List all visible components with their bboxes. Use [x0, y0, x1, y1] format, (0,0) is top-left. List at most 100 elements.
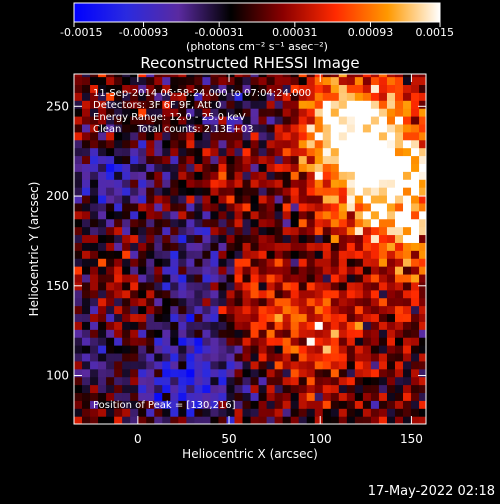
heatmap-cell: [322, 321, 332, 330]
heatmap-cell: [162, 234, 171, 243]
heatmap-cell: [82, 74, 91, 78]
heatmap-cell: [226, 242, 236, 251]
heatmap-cell: [354, 297, 364, 307]
heatmap-cell: [282, 74, 292, 78]
heatmap-cell: [98, 234, 107, 243]
heatmap-cell: [306, 329, 316, 338]
heatmap-cell: [346, 92, 356, 101]
heatmap-cell: [194, 305, 203, 315]
heatmap-cell: [242, 384, 252, 394]
heatmap-cell: [362, 202, 372, 212]
heatmap-cell: [362, 234, 372, 243]
heatmap-cell: [346, 313, 356, 322]
heatmap-cell: [282, 392, 292, 401]
heatmap-cell: [234, 194, 244, 204]
heatmap-cell: [106, 289, 115, 299]
heatmap-cell: [386, 74, 396, 78]
heatmap-cell: [202, 352, 212, 362]
heatmap-cell: [162, 368, 171, 378]
heatmap-cell: [274, 352, 284, 362]
heatmap-cell: [266, 194, 276, 204]
heatmap-cell: [146, 266, 155, 275]
heatmap-cell: [386, 194, 396, 204]
heatmap-cell: [74, 202, 83, 212]
heatmap-cell: [114, 281, 123, 291]
heatmap-cell: [330, 305, 340, 315]
heatmap-cell: [114, 258, 123, 267]
heatmap-cell: [298, 74, 308, 78]
heatmap-cell: [354, 139, 364, 149]
heatmap-cell: [411, 100, 420, 109]
annotation-time-range: 11-Sep-2014 06:58:24.000 to 07:04:24.000: [93, 88, 311, 99]
heatmap-cell: [394, 74, 404, 78]
heatmap-cell: [354, 345, 364, 354]
heatmap-cell: [114, 273, 123, 283]
heatmap-cell: [82, 116, 91, 125]
heatmap-cell: [394, 258, 404, 267]
heatmap-cell: [274, 400, 284, 409]
heatmap-cell: [266, 266, 276, 275]
heatmap-cell: [226, 92, 236, 101]
heatmap-cell: [378, 416, 388, 424]
heatmap-cell: [234, 384, 244, 394]
heatmap-cell: [403, 360, 412, 370]
heatmap-cell: [250, 226, 260, 236]
heatmap-cell: [362, 210, 372, 220]
heatmap-cell: [154, 258, 163, 267]
heatmap-cell: [210, 92, 220, 101]
heatmap-cell: [74, 116, 83, 125]
heatmap-cell: [74, 155, 83, 164]
heatmap-cell: [354, 84, 364, 93]
heatmap-cell: [82, 234, 91, 243]
heatmap-cell: [370, 116, 380, 125]
heatmap-cell: [178, 171, 187, 180]
heatmap-cell: [234, 76, 244, 86]
heatmap-cell: [306, 163, 316, 172]
heatmap-cell: [266, 187, 276, 196]
heatmap-cell: [210, 234, 220, 243]
heatmap-cell: [378, 171, 388, 180]
heatmap-cell: [226, 210, 236, 220]
heatmap-cell: [170, 163, 179, 172]
heatmap-cell: [282, 76, 292, 86]
heatmap-cell: [274, 337, 284, 346]
heatmap-cell: [154, 108, 163, 117]
heatmap-cell: [346, 400, 356, 409]
heatmap-cell: [234, 210, 244, 220]
heatmap-cell: [290, 76, 300, 86]
heatmap-cell: [362, 84, 372, 93]
heatmap-cell: [234, 74, 244, 78]
heatmap-cell: [98, 392, 107, 401]
heatmap-cell: [114, 218, 123, 228]
heatmap-cell: [202, 273, 212, 283]
heatmap-cell: [346, 234, 356, 243]
heatmap-cell: [330, 360, 340, 370]
heatmap-cell: [98, 179, 107, 188]
heatmap-cell: [194, 313, 203, 322]
heatmap-cell: [403, 179, 412, 188]
heatmap-cell: [411, 76, 420, 86]
heatmap-cell: [218, 84, 228, 93]
heatmap-cell: [394, 202, 404, 212]
heatmap-cell: [114, 305, 123, 315]
heatmap-cell: [306, 171, 316, 180]
heatmap-cell: [290, 123, 300, 133]
heatmap-cell: [82, 408, 91, 417]
heatmap-cell: [386, 171, 396, 180]
heatmap-cell: [314, 218, 324, 228]
heatmap-cell: [386, 116, 396, 125]
heatmap-cell: [114, 242, 123, 251]
heatmap-cell: [226, 218, 236, 228]
heatmap-cell: [178, 242, 187, 251]
heatmap-cell: [242, 281, 252, 291]
heatmap-cell: [403, 226, 412, 236]
heatmap-cell: [322, 376, 332, 386]
heatmap-cell: [130, 408, 139, 417]
heatmap-cell: [146, 92, 155, 101]
heatmap-cell: [194, 400, 203, 409]
heatmap-cell: [98, 352, 107, 362]
heatmap-cell: [314, 242, 324, 251]
heatmap-cell: [170, 329, 179, 338]
heatmap-cell: [386, 234, 396, 243]
heatmap-cell: [138, 147, 147, 157]
